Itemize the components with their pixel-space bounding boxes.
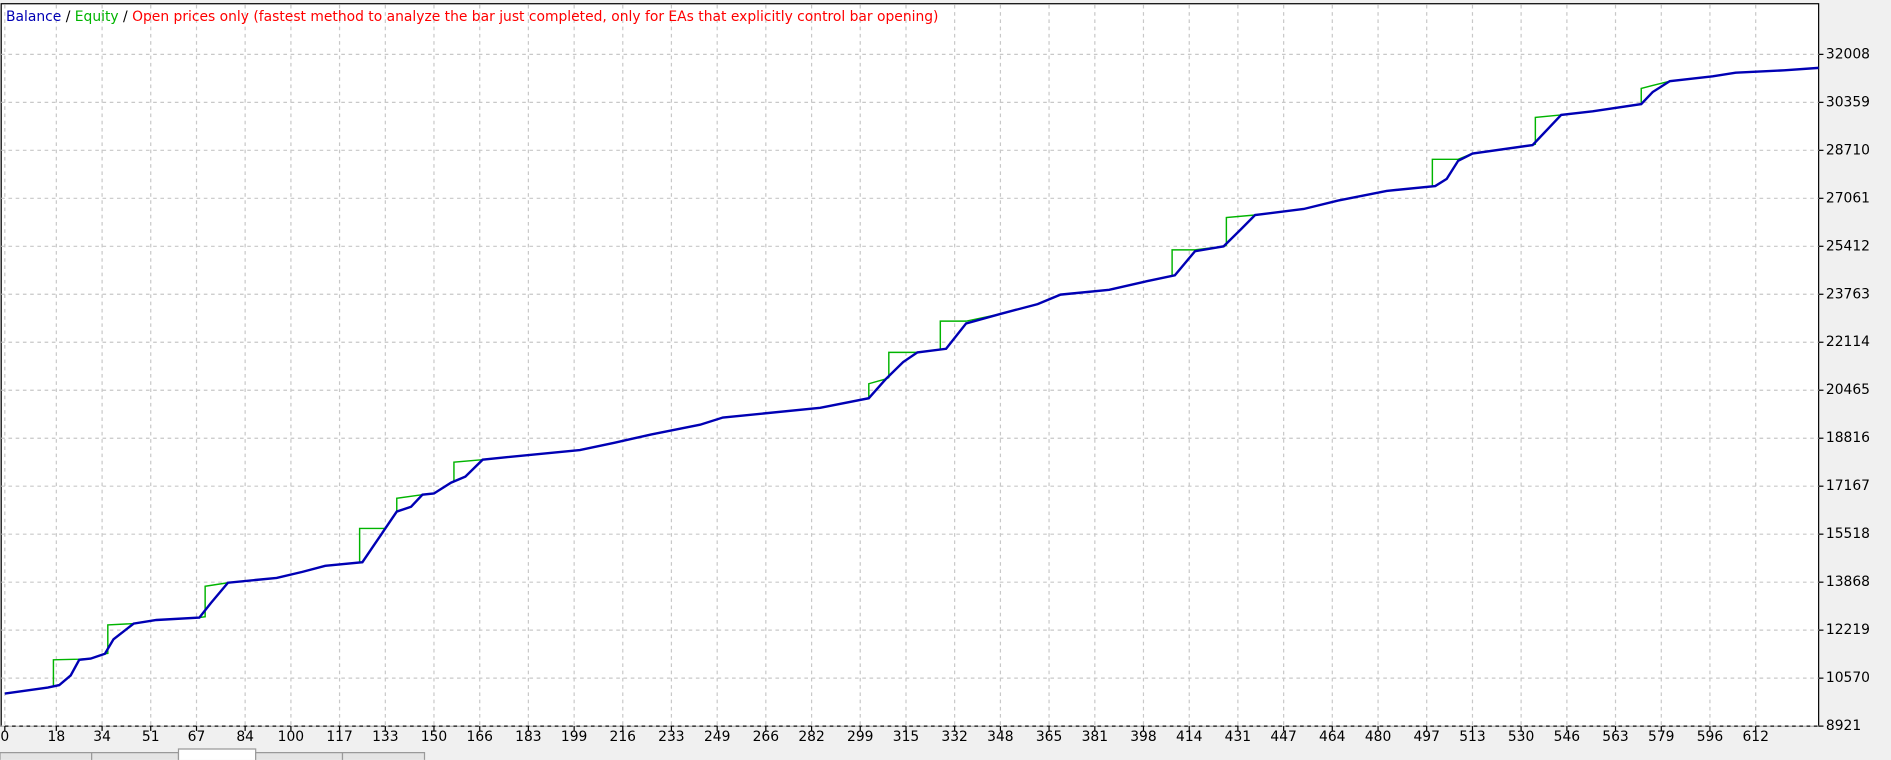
x-tick-label: 596 [1697, 729, 1723, 745]
x-tick-label: 84 [236, 729, 254, 745]
x-tick-label: 381 [1082, 729, 1108, 745]
legend-equity: Equity [75, 9, 119, 25]
ticks: 8921 10570 12219 13868 15518 17167 18816 20465 2… [0, 46, 1870, 745]
legend-mode: Open prices only (fastest method to anal… [132, 9, 938, 25]
x-tick-label: 249 [704, 729, 730, 745]
y-tick-label: 18816 [1826, 430, 1870, 446]
x-tick-label: 579 [1648, 729, 1674, 745]
grid [1, 4, 1819, 727]
x-tick-label: 216 [610, 729, 636, 745]
tab[interactable] [255, 752, 344, 760]
x-tick-label: 546 [1554, 729, 1580, 745]
x-tick-label: 34 [93, 729, 111, 745]
x-tick-label: 67 [188, 729, 206, 745]
x-tick-label: 480 [1365, 729, 1391, 745]
tab[interactable] [341, 752, 426, 760]
x-tick-label: 233 [658, 729, 684, 745]
y-tick-label: 22114 [1826, 334, 1870, 350]
x-tick-label: 530 [1508, 729, 1534, 745]
y-tick-label: 32008 [1826, 46, 1870, 62]
plot-area [0, 3, 1820, 727]
y-tick-label: 15518 [1826, 526, 1870, 542]
y-tick-label: 17167 [1826, 478, 1870, 494]
legend-separator: / [123, 9, 128, 25]
y-tick-label: 8921 [1826, 718, 1861, 734]
x-tick-label: 100 [278, 729, 304, 745]
x-tick-label: 398 [1130, 729, 1156, 745]
series-line [4, 66, 1819, 695]
x-tick-label: 332 [941, 729, 967, 745]
y-tick-label: 12219 [1826, 622, 1870, 638]
tab[interactable] [0, 752, 93, 760]
x-tick-label: 199 [561, 729, 587, 745]
x-tick-label: 365 [1036, 729, 1062, 745]
y-tick-label: 25412 [1826, 238, 1870, 254]
x-tick-label: 133 [372, 729, 398, 745]
x-tick-label: 315 [893, 729, 919, 745]
tab[interactable] [91, 752, 180, 760]
x-tick-label: 348 [987, 729, 1013, 745]
x-tick-label: 51 [142, 729, 160, 745]
y-tick-label: 30359 [1826, 94, 1870, 110]
x-tick-label: 183 [515, 729, 541, 745]
x-tick-label: 166 [467, 729, 493, 745]
x-tick-label: 299 [847, 729, 873, 745]
x-tick-label: 150 [421, 729, 447, 745]
x-tick-label: 563 [1602, 729, 1628, 745]
x-tick-label: 282 [798, 729, 824, 745]
x-tick-label: 266 [753, 729, 779, 745]
tab[interactable] [177, 748, 257, 760]
x-tick-label: 18 [48, 729, 66, 745]
y-tick-label: 27061 [1826, 190, 1870, 206]
legend: Balance / Equity / Open prices only (fas… [6, 9, 938, 25]
x-tick-label: 0 [0, 729, 9, 745]
y-tick-label: 20465 [1826, 382, 1870, 398]
y-tick-label: 10570 [1826, 670, 1870, 686]
legend-separator: / [66, 9, 71, 25]
x-tick-label: 414 [1176, 729, 1203, 745]
y-tick-label: 23763 [1826, 286, 1870, 302]
lines [4, 66, 1819, 695]
x-tick-label: 464 [1319, 729, 1346, 745]
x-tick-label: 513 [1459, 729, 1485, 745]
y-tick-label: 13868 [1826, 574, 1870, 590]
y-tick-label: 28710 [1826, 142, 1870, 158]
x-tick-label: 431 [1225, 729, 1251, 745]
legend-balance: Balance [6, 9, 61, 25]
x-tick-label: 117 [326, 729, 352, 745]
x-tick-label: 447 [1270, 729, 1296, 745]
x-tick-label: 497 [1413, 729, 1439, 745]
tabs [0, 748, 426, 760]
x-tick-label: 612 [1742, 729, 1768, 745]
